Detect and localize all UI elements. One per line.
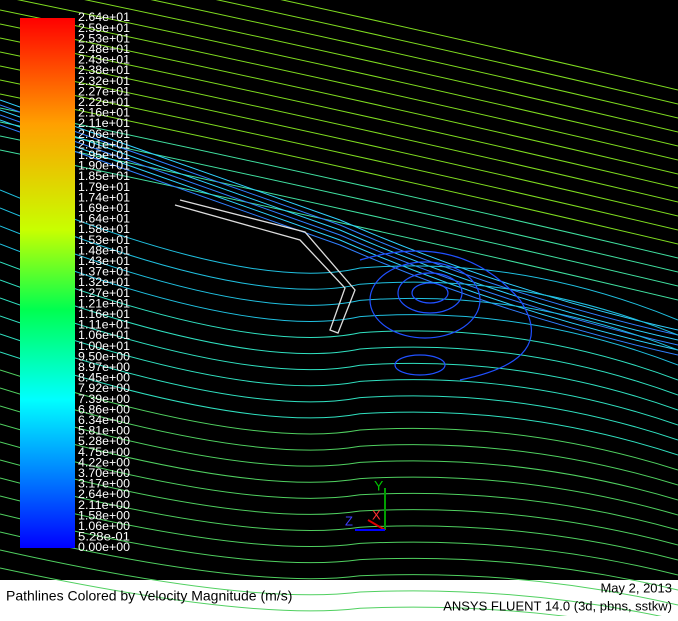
caption: Pathlines Colored by Velocity Magnitude … (6, 588, 292, 604)
screenshot: 2.64e+012.59e+012.53e+012.48e+012.43e+01… (0, 0, 678, 616)
software: ANSYS FLUENT 14.0 (3d, pbns, sstkw) (443, 598, 672, 613)
page: 2.64e+012.59e+012.53e+012.48e+012.43e+01… (0, 0, 678, 616)
colorbar-label: 0.00e+00 (78, 540, 130, 554)
axis-z-label: Z (345, 513, 353, 528)
axis-y-label: Y (374, 478, 384, 494)
date: May 2, 2013 (600, 580, 672, 595)
axis-x-label: X (372, 507, 381, 522)
colorbar (20, 18, 75, 548)
colorbar-labels: 2.64e+012.59e+012.53e+012.48e+012.43e+01… (78, 10, 130, 554)
